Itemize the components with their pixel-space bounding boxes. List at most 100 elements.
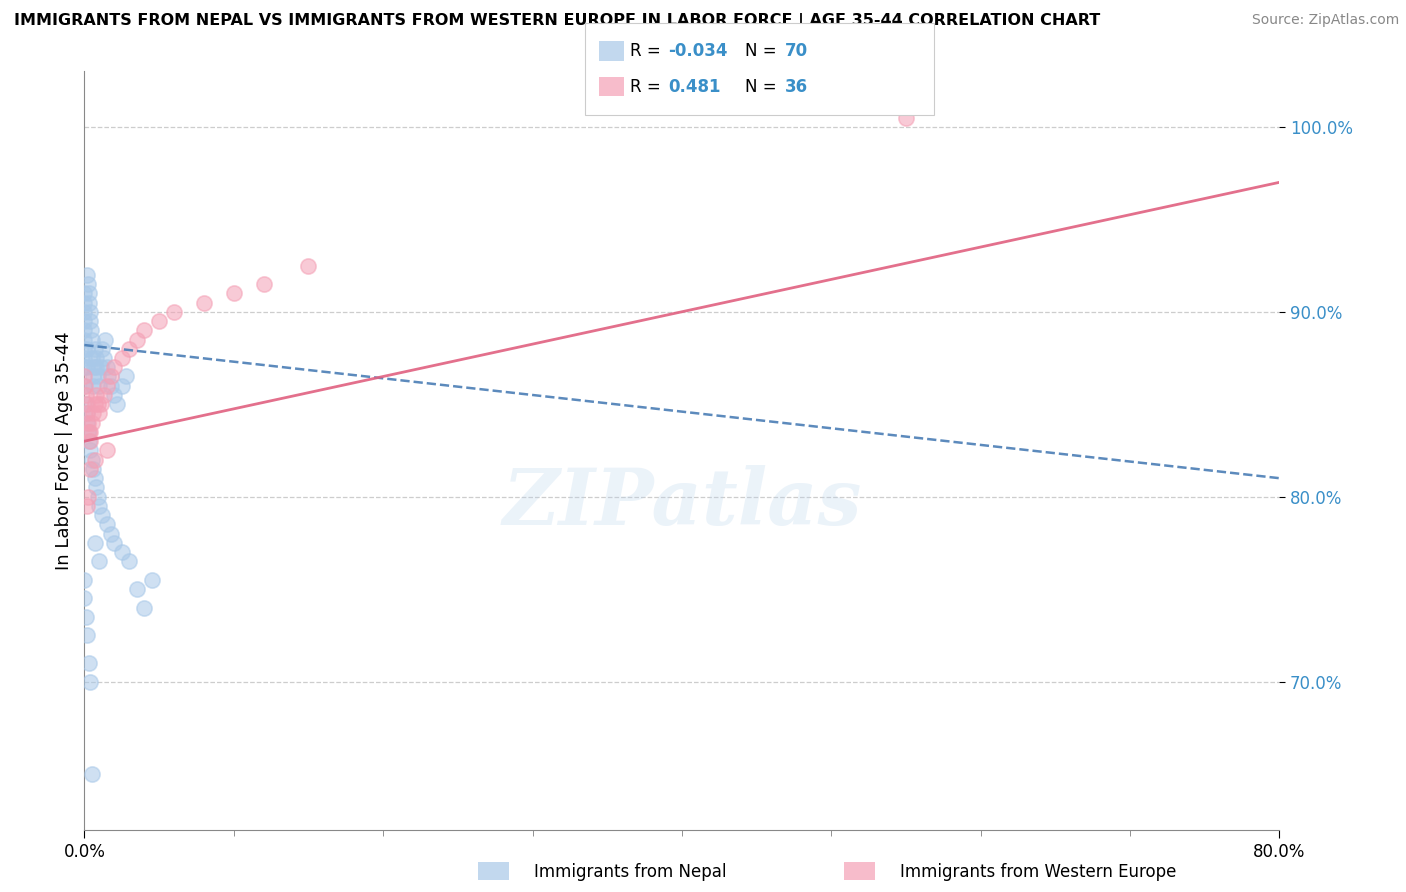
Point xyxy=(118,554,141,568)
Point xyxy=(89,499,111,513)
Point xyxy=(80,416,103,430)
Point xyxy=(76,416,98,430)
Point xyxy=(77,490,100,504)
Text: N =: N = xyxy=(745,42,782,60)
Point xyxy=(87,369,110,384)
Point xyxy=(90,360,112,375)
Point xyxy=(100,378,122,392)
Point xyxy=(91,342,114,356)
Point xyxy=(75,388,97,402)
Point xyxy=(125,582,148,596)
Point xyxy=(86,480,108,494)
Point xyxy=(77,425,100,439)
Point xyxy=(80,323,103,337)
Point xyxy=(297,259,319,273)
Point xyxy=(79,305,101,319)
Point xyxy=(96,517,118,532)
Point xyxy=(83,536,105,550)
Point xyxy=(86,360,108,375)
Point xyxy=(111,378,134,392)
Point xyxy=(73,573,96,587)
Point xyxy=(90,397,112,411)
Point xyxy=(89,407,111,421)
Point xyxy=(76,360,98,375)
Point xyxy=(87,490,110,504)
Point xyxy=(79,425,101,439)
Text: IMMIGRANTS FROM NEPAL VS IMMIGRANTS FROM WESTERN EUROPE IN LABOR FORCE | AGE 35-: IMMIGRANTS FROM NEPAL VS IMMIGRANTS FROM… xyxy=(14,13,1101,29)
Point xyxy=(83,342,105,356)
Text: ZIPatlas: ZIPatlas xyxy=(502,466,862,541)
Text: 70: 70 xyxy=(785,42,807,60)
Point xyxy=(87,397,110,411)
Point xyxy=(77,416,100,430)
Point xyxy=(141,573,163,587)
Point xyxy=(222,286,245,301)
Point xyxy=(73,333,96,347)
Point xyxy=(82,407,104,421)
Point xyxy=(96,443,118,458)
Point xyxy=(148,314,170,328)
Point xyxy=(115,369,138,384)
Point xyxy=(83,360,105,375)
Point xyxy=(77,656,100,670)
Point xyxy=(77,425,100,439)
Point xyxy=(96,378,118,392)
Point xyxy=(77,277,100,291)
Point xyxy=(103,536,125,550)
Point xyxy=(73,323,96,337)
Text: 36: 36 xyxy=(785,78,807,95)
Point xyxy=(73,286,96,301)
Point xyxy=(103,388,125,402)
Text: Immigrants from Nepal: Immigrants from Nepal xyxy=(534,863,727,881)
Point xyxy=(73,591,96,606)
Point xyxy=(76,499,98,513)
Point xyxy=(93,351,115,365)
Point xyxy=(91,508,114,523)
Point xyxy=(79,314,101,328)
Text: Source: ZipAtlas.com: Source: ZipAtlas.com xyxy=(1251,13,1399,28)
Point xyxy=(82,369,104,384)
Point xyxy=(86,388,108,402)
Point xyxy=(80,333,103,347)
Point xyxy=(193,295,215,310)
Point xyxy=(163,305,186,319)
Point xyxy=(73,351,96,365)
Point xyxy=(75,610,97,624)
Text: N =: N = xyxy=(745,78,782,95)
Point xyxy=(73,305,96,319)
Point xyxy=(79,674,101,689)
Point xyxy=(80,767,103,781)
Point xyxy=(125,333,148,347)
Point xyxy=(83,471,105,485)
Point xyxy=(894,111,917,125)
Point xyxy=(97,369,120,384)
Point xyxy=(89,378,111,392)
Point xyxy=(76,397,98,411)
Point xyxy=(96,360,118,375)
Y-axis label: In Labor Force | Age 35-44: In Labor Force | Age 35-44 xyxy=(55,331,73,570)
Point xyxy=(73,342,96,356)
Point xyxy=(132,323,156,337)
Point xyxy=(82,378,104,392)
Point xyxy=(79,462,101,476)
Text: 0.481: 0.481 xyxy=(668,78,720,95)
Point xyxy=(73,295,96,310)
Point xyxy=(93,388,115,402)
Point xyxy=(132,600,156,615)
Point xyxy=(75,378,97,392)
Text: R =: R = xyxy=(630,42,666,60)
Point xyxy=(94,333,117,347)
Point xyxy=(75,397,97,411)
Point xyxy=(73,314,96,328)
Point xyxy=(89,554,111,568)
Point xyxy=(253,277,276,291)
Point xyxy=(76,268,98,282)
Point xyxy=(105,397,128,411)
Point xyxy=(77,286,100,301)
Text: Immigrants from Western Europe: Immigrants from Western Europe xyxy=(900,863,1177,881)
Point xyxy=(111,351,134,365)
Point xyxy=(76,342,98,356)
Point xyxy=(118,342,141,356)
Point xyxy=(76,407,98,421)
Point xyxy=(83,397,105,411)
